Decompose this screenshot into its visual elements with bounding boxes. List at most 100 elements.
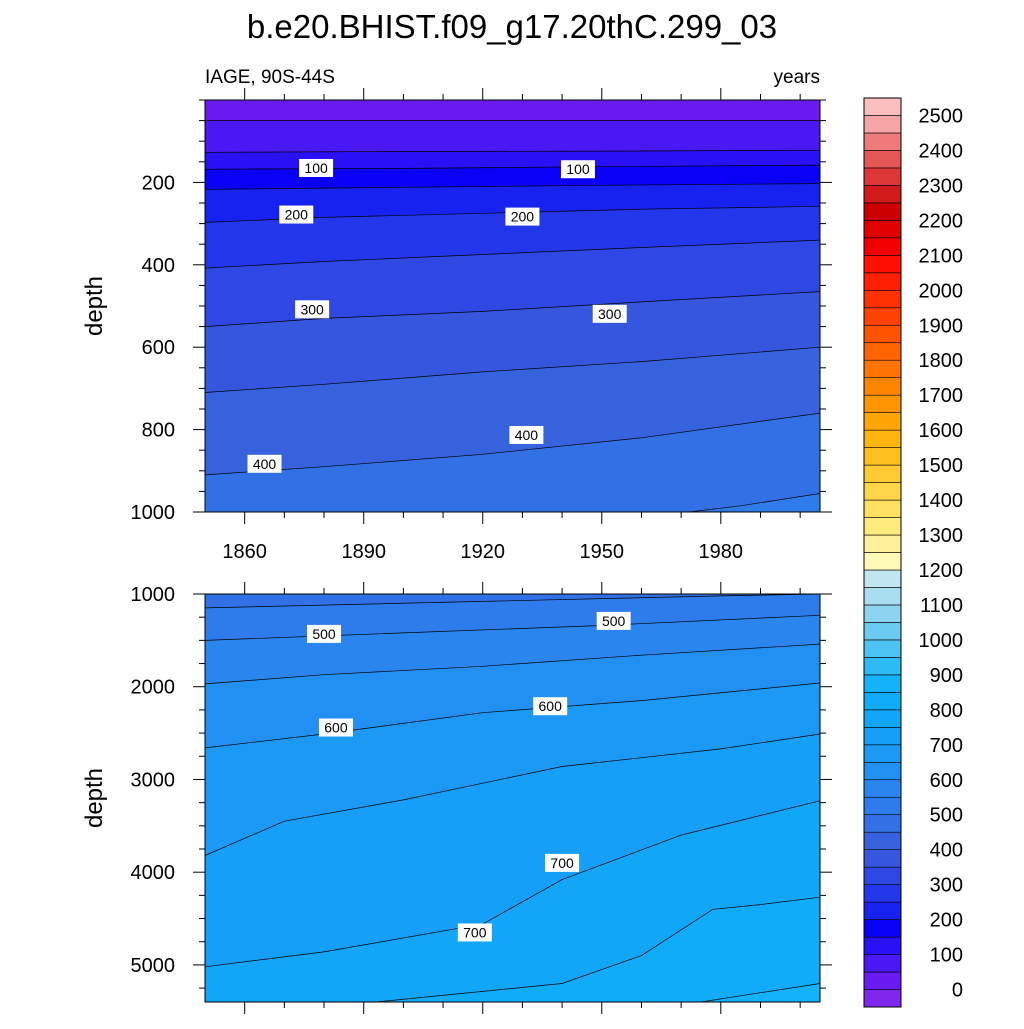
y-tick-label: 3000 bbox=[131, 769, 176, 791]
colorbar-box bbox=[863, 132, 902, 151]
colorbar-frame bbox=[863, 97, 902, 1008]
colorbar-box bbox=[863, 464, 902, 483]
colorbar-box bbox=[863, 429, 902, 448]
chart-title: b.e20.BHIST.f09_g17.20thC.299_03 bbox=[247, 8, 777, 45]
contour-label-box bbox=[299, 158, 334, 177]
contour-label-box bbox=[307, 624, 342, 643]
contour-label-text: 100 bbox=[566, 161, 590, 177]
y-tick-label: 5000 bbox=[131, 955, 176, 977]
contour-label-text: 100 bbox=[304, 160, 328, 176]
colorbar-box bbox=[863, 377, 902, 396]
contour-label-box bbox=[247, 454, 282, 473]
contour-line bbox=[205, 733, 820, 856]
contour-line bbox=[205, 346, 820, 393]
chart-subtitle-units: years bbox=[774, 67, 820, 88]
contour-label: 700 bbox=[545, 853, 580, 872]
contour-label-text: 700 bbox=[550, 855, 574, 871]
colorbar-box bbox=[863, 412, 902, 431]
colorbar-box bbox=[863, 324, 902, 344]
chart-subtitle-variable: IAGE, 90S-44S bbox=[205, 67, 335, 88]
colorbar-label: 1600 bbox=[919, 420, 964, 442]
x-tick-label: 1890 bbox=[341, 541, 386, 563]
colorbar-box bbox=[863, 307, 902, 326]
colorbar-box bbox=[863, 202, 902, 221]
contour-label: 100 bbox=[299, 158, 334, 177]
contour-label-box bbox=[545, 853, 580, 872]
colorbar-box bbox=[863, 359, 902, 378]
contour-label: 400 bbox=[247, 454, 282, 473]
colorbar-label: 700 bbox=[930, 735, 963, 757]
colorbar-box bbox=[863, 692, 902, 711]
contour-line bbox=[205, 183, 820, 190]
colorbar-box bbox=[863, 517, 902, 536]
contour-label: 700 bbox=[457, 923, 492, 942]
contour-label: 600 bbox=[533, 697, 568, 716]
colorbar-box bbox=[863, 709, 902, 728]
colorbar-box bbox=[863, 289, 902, 309]
contour-label-box bbox=[596, 611, 631, 630]
contour-line bbox=[205, 594, 820, 609]
contour-line bbox=[375, 896, 820, 1002]
colorbar-box bbox=[863, 394, 902, 413]
contour-line-layer bbox=[205, 594, 820, 1002]
x-tick-label: 1860 bbox=[222, 541, 267, 563]
colorbar-label: 2200 bbox=[919, 210, 964, 232]
x-tick-label: 1920 bbox=[460, 541, 505, 563]
y-tick-label: 400 bbox=[142, 255, 175, 277]
colorbar-box bbox=[863, 255, 902, 274]
colorbar-label: 1300 bbox=[919, 525, 964, 547]
contour-band bbox=[205, 493, 820, 512]
contour-label-text: 600 bbox=[539, 698, 563, 714]
colorbar-box bbox=[863, 342, 902, 361]
colorbar-box bbox=[863, 552, 902, 571]
x-tick-label: 1950 bbox=[580, 541, 625, 563]
contour-line bbox=[205, 412, 820, 476]
contour-label: 600 bbox=[318, 718, 353, 737]
colorbar-label: 1900 bbox=[919, 315, 964, 337]
colorbar-box bbox=[863, 639, 902, 658]
contour-band bbox=[205, 897, 820, 1002]
contour-label-text: 700 bbox=[463, 924, 487, 940]
contour-label-text: 500 bbox=[312, 626, 336, 642]
contour-label-box bbox=[295, 300, 330, 319]
colorbar-box bbox=[863, 761, 902, 781]
contour-label: 100 bbox=[560, 160, 595, 179]
colorbar-box bbox=[863, 849, 902, 868]
contour-line bbox=[205, 643, 820, 685]
contour-label: 300 bbox=[592, 304, 627, 323]
contour-label-text: 400 bbox=[253, 456, 277, 472]
colorbar-label: 2500 bbox=[919, 105, 964, 127]
contour-label-text: 300 bbox=[598, 306, 622, 322]
contour-line bbox=[205, 614, 820, 641]
colorbar-box bbox=[863, 237, 902, 256]
colorbar-label: 2100 bbox=[919, 245, 964, 267]
colorbar-label: 1800 bbox=[919, 350, 964, 372]
contour-line bbox=[689, 493, 820, 512]
contour-label: 200 bbox=[279, 205, 314, 224]
colorbar-label: 2000 bbox=[919, 280, 964, 302]
contour-label-text: 200 bbox=[511, 209, 535, 225]
contour-line bbox=[700, 983, 820, 1002]
colorbar-label: 1400 bbox=[919, 490, 964, 512]
colorbar-box bbox=[863, 989, 902, 1008]
contour-label: 200 bbox=[505, 207, 540, 226]
colorbar-box bbox=[863, 884, 902, 903]
colorbar-label: 1100 bbox=[920, 595, 963, 617]
colorbar-box bbox=[863, 901, 902, 920]
y-tick-label: 800 bbox=[142, 420, 175, 442]
contour-fill-layer bbox=[205, 594, 820, 1002]
colorbar-label: 900 bbox=[930, 665, 963, 687]
colorbar-box bbox=[863, 115, 902, 134]
colorbar-label: 100 bbox=[930, 945, 963, 967]
contour-label-text: 400 bbox=[515, 427, 539, 443]
colorbar-label: 500 bbox=[930, 805, 963, 827]
x-tick-label: 1980 bbox=[699, 541, 744, 563]
colorbar-box bbox=[863, 954, 902, 973]
colorbar-box bbox=[863, 919, 902, 938]
contour-label-text: 500 bbox=[602, 613, 626, 629]
y-tick-label: 4000 bbox=[131, 862, 176, 884]
colorbar-label: 1000 bbox=[919, 630, 964, 652]
colorbar-box bbox=[863, 744, 902, 763]
